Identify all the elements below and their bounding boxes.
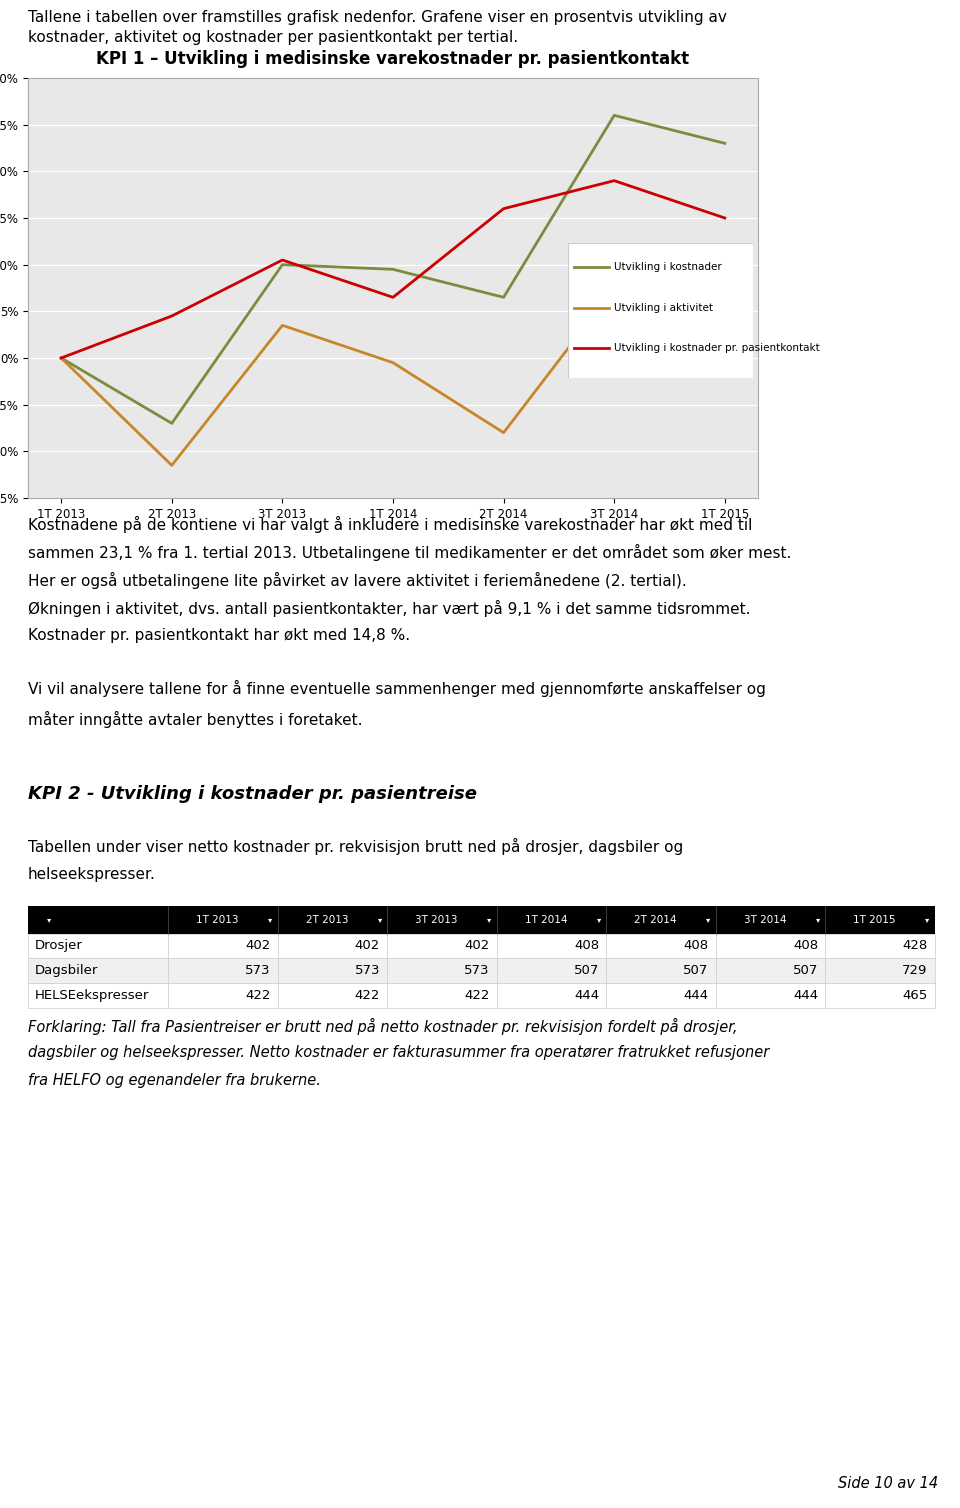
Bar: [607, 933, 716, 959]
Title: KPI 1 – Utvikling i medisinske varekostnader pr. pasientkontakt: KPI 1 – Utvikling i medisinske varekostn…: [96, 50, 689, 68]
Text: HELSEekspresser: HELSEekspresser: [36, 989, 150, 1003]
Bar: [716, 983, 826, 1007]
Bar: [28, 983, 168, 1007]
Bar: [168, 959, 277, 983]
Bar: [496, 933, 607, 959]
Text: 444: 444: [684, 989, 708, 1003]
Bar: [387, 933, 496, 959]
Text: fra HELFO og egenandeler fra brukerne.: fra HELFO og egenandeler fra brukerne.: [28, 1072, 321, 1087]
Text: Forklaring: Tall fra Pasientreiser er brutt ned på netto kostnader pr. rekvisisj: Forklaring: Tall fra Pasientreiser er br…: [28, 1018, 737, 1034]
Bar: [716, 959, 826, 983]
Text: ▾: ▾: [816, 915, 820, 924]
Text: 402: 402: [465, 939, 490, 953]
Text: Dagsbiler: Dagsbiler: [36, 964, 99, 977]
Text: 422: 422: [465, 989, 490, 1003]
Text: helseekspresser.: helseekspresser.: [28, 867, 156, 882]
Bar: [826, 959, 935, 983]
Text: Kostnadene på de kontiene vi har valgt å inkludere i medisinske varekostnader ha: Kostnadene på de kontiene vi har valgt å…: [28, 516, 753, 532]
Bar: [826, 983, 935, 1007]
Text: dagsbiler og helseekspresser. Netto kostnader er fakturasummer fra operatører fr: dagsbiler og helseekspresser. Netto kost…: [28, 1045, 769, 1060]
Text: 1T 2014: 1T 2014: [525, 915, 567, 924]
Text: 573: 573: [245, 964, 271, 977]
Text: Utvikling i kostnader pr. pasientkontakt: Utvikling i kostnader pr. pasientkontakt: [614, 344, 820, 353]
Text: 402: 402: [355, 939, 380, 953]
Bar: [826, 933, 935, 959]
Text: 3T 2014: 3T 2014: [744, 915, 786, 924]
Text: Tabellen under viser netto kostnader pr. rekvisisjon brutt ned på drosjer, dagsb: Tabellen under viser netto kostnader pr.…: [28, 838, 684, 855]
Text: 428: 428: [902, 939, 927, 953]
Text: 1T 2013: 1T 2013: [196, 915, 239, 924]
Text: 573: 573: [464, 964, 490, 977]
Bar: [607, 959, 716, 983]
Text: Tallene i tabellen over framstilles grafisk nedenfor. Grafene viser en prosentvi: Tallene i tabellen over framstilles graf…: [28, 11, 727, 45]
Text: sammen 23,1 % fra 1. tertial 2013. Utbetalingene til medikamenter er det området: sammen 23,1 % fra 1. tertial 2013. Utbet…: [28, 544, 791, 561]
Text: 402: 402: [246, 939, 271, 953]
Bar: [28, 933, 168, 959]
Bar: [277, 906, 387, 933]
Text: ▾: ▾: [47, 915, 51, 924]
Text: 444: 444: [793, 989, 818, 1003]
Bar: [607, 906, 716, 933]
Text: Kostnader pr. pasientkontakt har økt med 14,8 %.: Kostnader pr. pasientkontakt har økt med…: [28, 627, 410, 642]
Text: Vi vil analysere tallene for å finne eventuelle sammenhenger med gjennomførte an: Vi vil analysere tallene for å finne eve…: [28, 680, 766, 697]
Text: ▾: ▾: [596, 915, 601, 924]
Bar: [387, 906, 496, 933]
Text: Utvikling i aktivitet: Utvikling i aktivitet: [614, 303, 713, 312]
Text: ▾: ▾: [487, 915, 492, 924]
Bar: [28, 959, 168, 983]
Bar: [496, 983, 607, 1007]
Text: Økningen i aktivitet, dvs. antall pasientkontakter, har vært på 9,1 % i det samm: Økningen i aktivitet, dvs. antall pasien…: [28, 600, 751, 617]
Text: 408: 408: [574, 939, 599, 953]
Bar: [496, 906, 607, 933]
Text: Utvikling i kostnader: Utvikling i kostnader: [614, 262, 722, 273]
Bar: [277, 933, 387, 959]
Bar: [826, 906, 935, 933]
Text: 507: 507: [793, 964, 818, 977]
Bar: [28, 906, 168, 933]
Bar: [387, 959, 496, 983]
Text: Side 10 av 14: Side 10 av 14: [838, 1476, 938, 1491]
Bar: [168, 983, 277, 1007]
Bar: [168, 933, 277, 959]
Text: 507: 507: [574, 964, 599, 977]
Bar: [607, 983, 716, 1007]
Text: 573: 573: [354, 964, 380, 977]
Text: KPI 2 - Utvikling i kostnader pr. pasientreise: KPI 2 - Utvikling i kostnader pr. pasien…: [28, 786, 477, 802]
Bar: [716, 933, 826, 959]
Text: Drosjer: Drosjer: [36, 939, 84, 953]
Text: 2T 2013: 2T 2013: [306, 915, 348, 924]
Text: 408: 408: [684, 939, 708, 953]
Text: 2T 2014: 2T 2014: [635, 915, 677, 924]
Text: 507: 507: [684, 964, 708, 977]
Text: måter inngåtte avtaler benyttes i foretaket.: måter inngåtte avtaler benyttes i foreta…: [28, 712, 363, 728]
Text: ▾: ▾: [925, 915, 929, 924]
Text: 1T 2015: 1T 2015: [853, 915, 896, 924]
Bar: [496, 959, 607, 983]
Text: 422: 422: [245, 989, 271, 1003]
Text: Her er også utbetalingene lite påvirket av lavere aktivitet i feriemånedene (2. : Her er også utbetalingene lite påvirket …: [28, 572, 686, 590]
Text: ▾: ▾: [377, 915, 382, 924]
Text: ▾: ▾: [268, 915, 273, 924]
Text: 3T 2013: 3T 2013: [416, 915, 458, 924]
Bar: [277, 959, 387, 983]
Text: 444: 444: [574, 989, 599, 1003]
FancyBboxPatch shape: [568, 243, 753, 379]
Bar: [716, 906, 826, 933]
Text: 465: 465: [902, 989, 927, 1003]
Bar: [277, 983, 387, 1007]
Bar: [387, 983, 496, 1007]
Text: 408: 408: [793, 939, 818, 953]
Text: ▾: ▾: [707, 915, 710, 924]
Bar: [168, 906, 277, 933]
Text: 422: 422: [354, 989, 380, 1003]
Text: 729: 729: [902, 964, 927, 977]
